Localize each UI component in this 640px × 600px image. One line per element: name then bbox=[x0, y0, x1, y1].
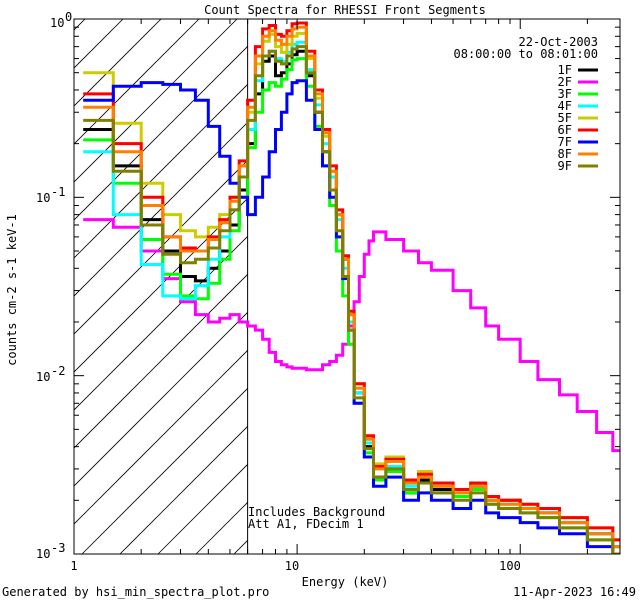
axis-ticks bbox=[73, 19, 620, 555]
svg-text:-2: -2 bbox=[51, 364, 65, 378]
footer-generator: Generated by hsi_min_spectra_plot.pro bbox=[2, 585, 269, 599]
series-4F bbox=[83, 40, 620, 549]
legend-label-1F: 1F bbox=[558, 63, 572, 77]
svg-text:-1: -1 bbox=[51, 185, 65, 199]
y-tick-label-1: 10 -1 bbox=[36, 185, 65, 205]
svg-text:10: 10 bbox=[36, 547, 50, 561]
series-9F bbox=[83, 45, 620, 554]
y-tick-label-2: 10 -2 bbox=[36, 364, 65, 384]
series-3F bbox=[83, 57, 620, 554]
svg-text:10: 10 bbox=[36, 191, 50, 205]
legend-label-9F: 9F bbox=[558, 159, 572, 173]
hatch-line bbox=[74, 311, 248, 487]
note-attenuator: Att A1, FDecim 1 bbox=[248, 517, 364, 531]
hatch-line bbox=[424, 0, 640, 554]
series-7F bbox=[83, 79, 620, 554]
hatch-line bbox=[74, 83, 248, 259]
hatch-line bbox=[614, 0, 640, 554]
hatch-line bbox=[74, 349, 248, 525]
svg-text:10: 10 bbox=[50, 16, 64, 30]
hatch-line bbox=[74, 121, 248, 297]
plot-frame bbox=[73, 18, 621, 555]
chart-title: Count Spectra for RHESSI Front Segments bbox=[204, 3, 486, 17]
footer-timestamp: 11-Apr-2023 16:49 bbox=[513, 585, 636, 599]
hatch-line bbox=[81, 387, 248, 554]
below-threshold-hatch bbox=[74, 0, 640, 554]
legend-label-7F: 7F bbox=[558, 135, 572, 149]
legend-label-5F: 5F bbox=[558, 111, 572, 125]
svg-text:-3: -3 bbox=[51, 541, 65, 555]
legend-label-6F: 6F bbox=[558, 123, 572, 137]
y-tick-label-3: 10 -3 bbox=[36, 541, 65, 561]
hatch-line bbox=[74, 45, 248, 221]
y-tick-label-0: 10 0 bbox=[50, 10, 72, 30]
hatch-line bbox=[74, 159, 248, 335]
legend-label-4F: 4F bbox=[558, 99, 572, 113]
hatch-line bbox=[74, 197, 248, 373]
note-background: Includes Background bbox=[248, 505, 385, 519]
x-tick-label-100: 100 bbox=[499, 559, 521, 573]
time-range-label: 08:00:00 to 08:01:00 bbox=[454, 47, 599, 61]
legend-label-2F: 2F bbox=[558, 75, 572, 89]
hatch-line bbox=[74, 19, 238, 183]
svg-text:0: 0 bbox=[65, 10, 72, 24]
hatch-line bbox=[74, 19, 162, 107]
svg-text:counts cm-2 s-1 keV-1: counts cm-2 s-1 keV-1 bbox=[5, 214, 19, 366]
legend-label-3F: 3F bbox=[558, 87, 572, 101]
x-tick-label-10: 10 bbox=[285, 559, 299, 573]
svg-text:10: 10 bbox=[36, 370, 50, 384]
date-label: 22-Oct-2003 bbox=[519, 35, 598, 49]
x-axis-label: Energy (keV) bbox=[302, 575, 389, 589]
legend-label-8F: 8F bbox=[558, 147, 572, 161]
hatch-line bbox=[119, 425, 248, 554]
y-axis-label: counts cm-2 s-1 keV-1 bbox=[5, 214, 19, 366]
series-group bbox=[83, 21, 620, 554]
hatch-line bbox=[462, 0, 640, 554]
series-2F bbox=[83, 218, 620, 453]
x-tick-label-1: 1 bbox=[70, 559, 77, 573]
hatch-line bbox=[74, 235, 248, 411]
